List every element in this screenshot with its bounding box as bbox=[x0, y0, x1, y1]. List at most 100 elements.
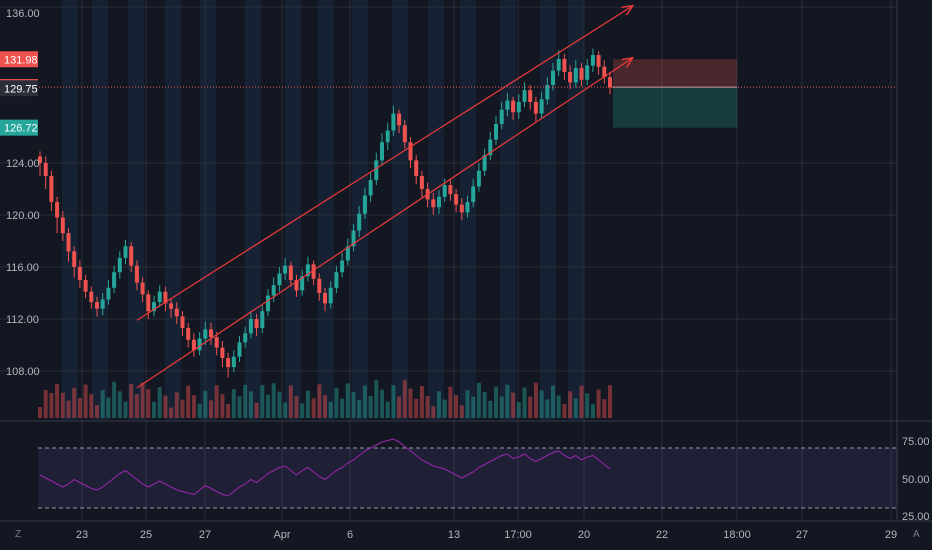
volume-bar-59 bbox=[374, 380, 379, 418]
candle-body-40 bbox=[266, 295, 270, 312]
time-axis-label-0: 23 bbox=[76, 529, 88, 541]
candle-body-63 bbox=[397, 113, 402, 126]
timezone-button[interactable]: Z bbox=[15, 529, 22, 540]
candle-body-91 bbox=[556, 59, 561, 71]
price-badge-0 bbox=[0, 51, 38, 68]
candle-body-99 bbox=[602, 66, 607, 78]
rsi-axis-label-0: 75.00 bbox=[902, 436, 930, 448]
candle-body-78 bbox=[482, 155, 487, 171]
volume-bar-54 bbox=[345, 383, 350, 418]
volume-bar-95 bbox=[579, 385, 584, 418]
time-axis-label-4: 6 bbox=[347, 529, 353, 541]
volume-bar-15 bbox=[123, 401, 128, 418]
trend-channel[interactable] bbox=[136, 6, 633, 389]
volume-bar-35 bbox=[237, 396, 242, 418]
session-band-8 bbox=[352, 0, 368, 420]
candle-body-88 bbox=[539, 99, 544, 114]
session-band-13 bbox=[540, 0, 556, 420]
volume-bar-49 bbox=[317, 384, 322, 418]
volume-bar-18 bbox=[140, 382, 145, 418]
candle-body-51 bbox=[328, 287, 333, 304]
candle-body-39 bbox=[260, 311, 265, 329]
volume-bar-50 bbox=[323, 395, 327, 418]
candle-body-15 bbox=[123, 246, 128, 258]
position-tool[interactable] bbox=[613, 59, 737, 128]
session-band-2 bbox=[128, 0, 144, 420]
volume-bar-87 bbox=[533, 382, 538, 418]
volume-bar-82 bbox=[505, 384, 510, 418]
volume-bar-30 bbox=[209, 400, 213, 418]
volume-bar-58 bbox=[368, 395, 373, 418]
candle-body-13 bbox=[112, 272, 117, 288]
candle-body-47 bbox=[305, 264, 310, 277]
take-profit-zone bbox=[613, 87, 737, 128]
candle-body-24 bbox=[174, 308, 179, 317]
channel-line-1[interactable] bbox=[136, 58, 633, 389]
volume-bar-38 bbox=[254, 402, 259, 418]
candle-body-27 bbox=[191, 339, 196, 351]
candle-body-72 bbox=[448, 185, 453, 195]
candle-body-62 bbox=[391, 113, 396, 131]
candle-body-6 bbox=[72, 251, 77, 267]
candle-body-49 bbox=[317, 278, 322, 293]
session-band-5 bbox=[245, 0, 261, 420]
volume-bar-32 bbox=[220, 394, 225, 418]
candle-body-36 bbox=[243, 333, 248, 343]
volume-bar-77 bbox=[476, 382, 481, 418]
candle-body-100 bbox=[608, 77, 612, 88]
candle-body-67 bbox=[419, 176, 424, 189]
candle-body-59 bbox=[374, 160, 379, 180]
volume-bar-90 bbox=[551, 385, 555, 418]
volume-bar-26 bbox=[186, 385, 191, 418]
session-band-7 bbox=[318, 0, 334, 420]
candle-body-4 bbox=[60, 217, 65, 234]
volume-bar-20 bbox=[152, 401, 156, 418]
candle-body-55 bbox=[351, 230, 356, 247]
volume-bar-17 bbox=[134, 394, 139, 418]
volume-bar-40 bbox=[266, 394, 270, 418]
volume-bar-8 bbox=[83, 384, 88, 418]
volume-bar-11 bbox=[100, 389, 105, 418]
volume-bar-22 bbox=[163, 395, 168, 418]
volume-bar-12 bbox=[106, 397, 111, 418]
candle-body-80 bbox=[494, 124, 498, 140]
price-axis-label-1: 112.00 bbox=[6, 314, 39, 326]
candle-body-16 bbox=[129, 246, 134, 266]
volume-bar-92 bbox=[562, 404, 567, 418]
volume-bar-100 bbox=[608, 385, 612, 418]
volume-bar-57 bbox=[362, 385, 367, 418]
volume-bar-34 bbox=[231, 389, 236, 418]
session-band-12 bbox=[500, 0, 516, 420]
channel-line-0[interactable] bbox=[136, 6, 633, 321]
session-band-14 bbox=[568, 0, 584, 420]
price-axis-label-2: 116.00 bbox=[6, 262, 39, 274]
volume-bar-33 bbox=[226, 403, 231, 418]
candle-body-26 bbox=[186, 328, 191, 340]
session-band-1 bbox=[92, 0, 108, 420]
candle-body-57 bbox=[362, 195, 367, 214]
auto-scale-button[interactable]: A bbox=[913, 529, 920, 540]
candle-body-50 bbox=[323, 293, 327, 304]
time-axis-label-10: 27 bbox=[796, 529, 808, 541]
candle-body-66 bbox=[414, 160, 419, 176]
candle-body-14 bbox=[117, 257, 122, 273]
candle-body-25 bbox=[180, 316, 185, 329]
time-axis-label-3: Apr bbox=[273, 529, 290, 541]
volume-bar-1 bbox=[43, 390, 48, 418]
volume-bar-10 bbox=[95, 405, 99, 418]
candle-body-83 bbox=[511, 100, 516, 113]
price-axis-label-4: 124.00 bbox=[6, 158, 40, 170]
volume-bar-9 bbox=[89, 394, 94, 418]
candle-body-28 bbox=[197, 338, 202, 351]
volume-bar-72 bbox=[448, 386, 453, 418]
time-axis-label-2: 27 bbox=[199, 529, 211, 541]
volume-bar-91 bbox=[556, 395, 561, 418]
candle-body-94 bbox=[573, 68, 578, 83]
candle-body-10 bbox=[95, 302, 99, 309]
candle-body-20 bbox=[152, 302, 156, 312]
candle-body-43 bbox=[283, 265, 288, 274]
candle-body-8 bbox=[83, 280, 88, 292]
volume-bar-61 bbox=[385, 401, 390, 418]
time-axis-label-5: 13 bbox=[448, 529, 460, 541]
